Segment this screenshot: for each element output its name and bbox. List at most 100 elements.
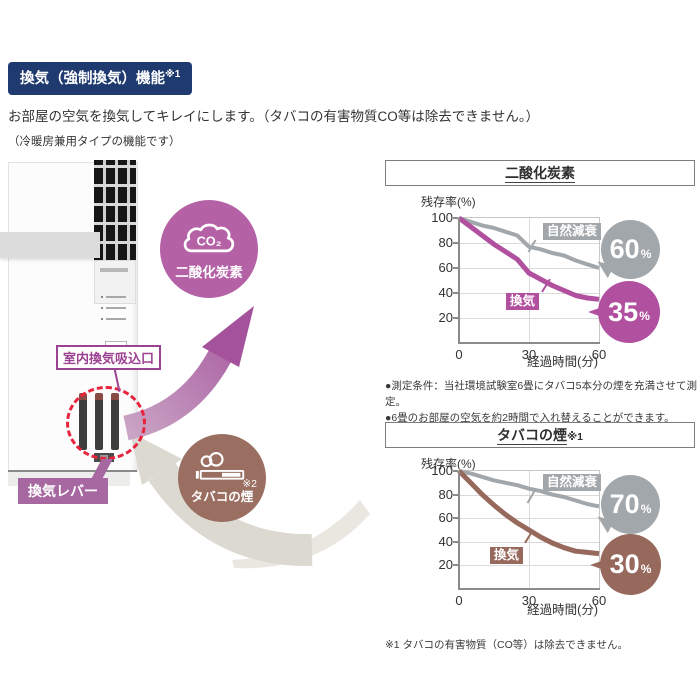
note-replacement: ●6畳のお部屋の空気を約2時間で入れ替えることができます。 xyxy=(385,412,675,424)
gridline xyxy=(459,565,599,567)
gridline xyxy=(459,268,599,269)
y-tick-label: 80 xyxy=(438,235,453,250)
result-value: 30 xyxy=(609,549,640,579)
y-tick-mark xyxy=(453,517,458,520)
result-unit: % xyxy=(640,246,652,261)
y-tick-mark xyxy=(453,493,458,496)
y-tick-mark xyxy=(453,242,458,244)
chart-title-box: 二酸化炭素 xyxy=(385,160,695,186)
y-tick-label: 60 xyxy=(438,510,453,526)
co2-badge-label: 二酸化炭素 xyxy=(175,264,243,280)
co2-gas-text: CO₂ xyxy=(197,233,222,248)
result-unit: % xyxy=(640,501,652,516)
y-tick-label: 100 xyxy=(431,463,453,478)
indicator-row xyxy=(101,296,126,298)
natural-decay-result-bubble: 60% xyxy=(592,220,660,279)
x-axis xyxy=(458,342,600,344)
ac-bottom-edge xyxy=(8,470,137,472)
x-axis xyxy=(458,588,600,590)
note-measurement: ●測定条件：当社環境試験室6畳にタバコ5本分の煙を充満させて測定。 xyxy=(385,380,698,408)
bubble-tail xyxy=(588,306,605,318)
y-tick-mark xyxy=(453,267,458,269)
gridline xyxy=(459,541,599,543)
gridline xyxy=(459,318,599,319)
co2-badge: CO₂ 二酸化炭素 xyxy=(160,200,258,298)
result-unit: % xyxy=(639,309,650,323)
y-tick-mark xyxy=(453,540,458,543)
ac-indicator-labels xyxy=(101,296,126,329)
y-tick-label: 40 xyxy=(438,285,453,300)
gridline xyxy=(459,243,599,244)
section-title: 換気（強制換気）機能 xyxy=(20,71,165,87)
gridline xyxy=(459,494,599,496)
window-ledge xyxy=(0,232,100,258)
co2-chart-panel: 二酸化炭素 残存率(%) 自然減衰 換気 100 80 60 40 20 0 30 60 経過… xyxy=(385,160,695,372)
x-tick-label: 0 xyxy=(455,347,463,362)
section-title-footnote-ref: ※1 xyxy=(165,69,181,81)
y-tick-label: 60 xyxy=(438,260,453,275)
result-value: 60 xyxy=(609,234,640,264)
smoke-footnote-ref: ※2 xyxy=(242,478,257,490)
tobacco-smoke-badge: ※2 タバコの煙 xyxy=(178,434,266,522)
y-axis xyxy=(458,218,460,343)
indicator-row xyxy=(101,307,126,309)
y-tick-mark xyxy=(453,292,458,294)
gridline xyxy=(459,518,599,520)
chart-title-suffix: ※1 xyxy=(566,431,584,443)
x-tick-label: 60 xyxy=(591,593,607,608)
smoke-badge-label: タバコの煙 xyxy=(190,489,254,504)
cigarette-icon xyxy=(195,451,245,480)
ventilation-line xyxy=(457,216,600,302)
ac-top-grille xyxy=(94,160,136,260)
measurement-notes: ●測定条件：当社環境試験室6畳にタバコ5本分の煙を充満させて測定。 ●6畳のお部… xyxy=(385,378,700,426)
bubble-tail xyxy=(590,559,607,571)
y-axis xyxy=(458,471,460,589)
y-tick-mark xyxy=(453,317,458,319)
series-lines xyxy=(457,469,600,557)
chart-title: タバコの煙 xyxy=(496,427,567,445)
x-tick-label: 30 xyxy=(521,347,537,362)
intro-text: お部屋の空気を換気してキレイにします。（タバコの有害物質CO等は除去できません。… xyxy=(8,109,540,124)
result-unit: % xyxy=(640,561,652,576)
result-value: 35 xyxy=(608,296,639,327)
natural-decay-line xyxy=(458,469,600,509)
intro-subnote: （冷暖房兼用タイプの機能です） xyxy=(8,136,181,148)
y-tick-label: 100 xyxy=(431,210,453,225)
series-label-natural-decay: 自然減衰 xyxy=(543,223,602,240)
y-tick-label: 40 xyxy=(438,533,453,549)
intake-label: 室内換気吸込口 xyxy=(56,345,162,370)
y-tick-mark xyxy=(453,217,458,219)
series-label-ventilation: 換気 xyxy=(490,547,524,564)
y-tick-label: 20 xyxy=(438,310,453,325)
ventilation-line xyxy=(457,469,600,557)
result-value: 70 xyxy=(609,489,640,519)
y-tick-label: 20 xyxy=(438,557,453,573)
indicator-row xyxy=(101,318,126,320)
chart-title-box: タバコの煙※1 xyxy=(385,422,695,448)
chart-title: 二酸化炭素 xyxy=(505,165,575,183)
plot-area: 自然減衰 換気 100 80 60 40 20 0 30 60 xyxy=(431,463,606,608)
gridline xyxy=(529,218,530,343)
series-label-ventilation: 換気 xyxy=(506,293,540,310)
y-tick-mark xyxy=(453,470,458,472)
page-footnote: ※1 タバコの有害物質（CO等）は除去できません。 xyxy=(385,639,628,651)
y-tick-label: 80 xyxy=(438,486,453,502)
plot-area: 自然減衰 換気 100 80 60 40 20 0 30 60 xyxy=(431,210,606,362)
x-axis-label: 経過時間(分) xyxy=(527,603,598,617)
x-tick-label: 30 xyxy=(521,593,537,608)
x-tick-label: 60 xyxy=(591,347,607,362)
section-title-banner: 換気（強制換気）機能※1 xyxy=(8,62,193,95)
ventilation-result-bubble: 35% xyxy=(588,281,660,343)
ventilation-result-bubble: 30% xyxy=(590,534,661,595)
ac-grille-bar xyxy=(100,268,128,272)
x-axis-label: 経過時間(分) xyxy=(527,355,598,369)
natural-decay-result-bubble: 70% xyxy=(592,475,660,534)
tobacco-chart-panel: タバコの煙※1 残存率(%) 自然減衰 換気 100 80 60 40 20 0 30 60 … xyxy=(385,422,695,640)
y-axis-label: 残存率(%) xyxy=(421,457,476,471)
series-label-natural-decay: 自然減衰 xyxy=(543,474,602,491)
y-axis-label: 残存率(%) xyxy=(421,195,476,209)
co2-cloud-icon: CO₂ xyxy=(183,223,235,252)
x-tick-label: 0 xyxy=(455,593,463,608)
highlight-dashed-circle xyxy=(66,386,146,460)
y-tick-mark xyxy=(453,564,458,567)
